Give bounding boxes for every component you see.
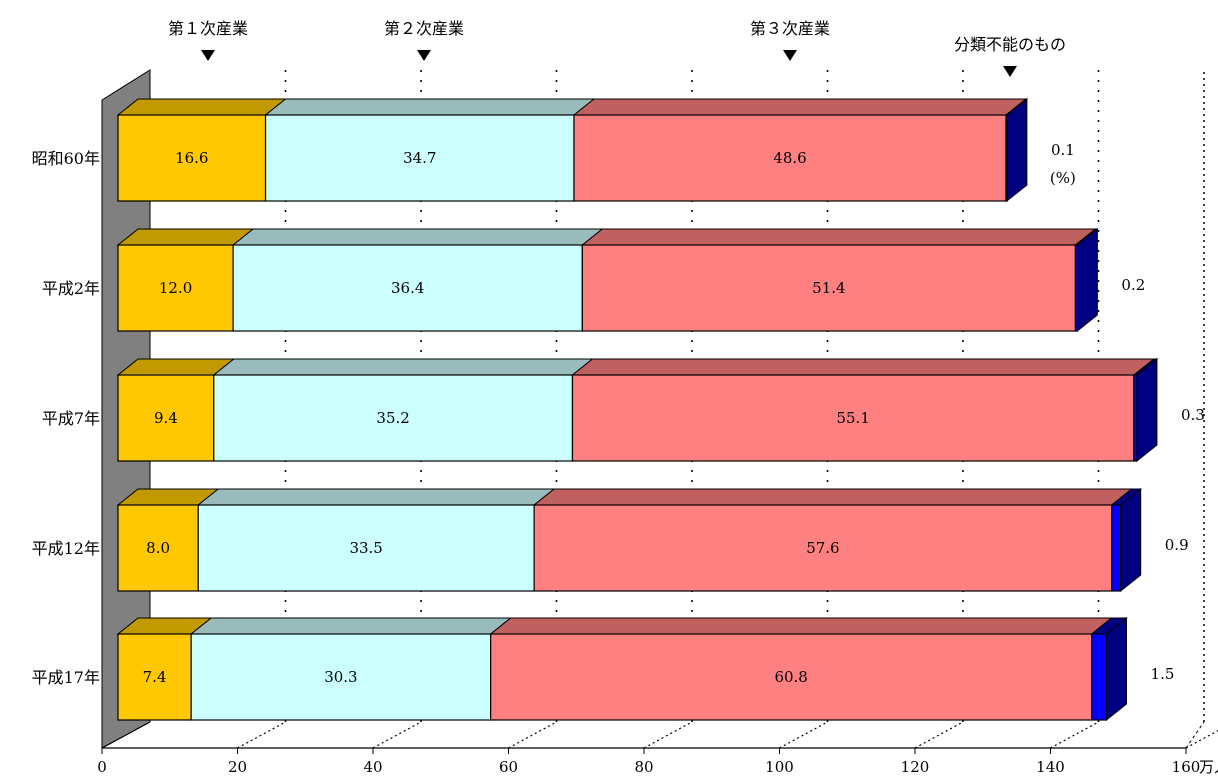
bar-segment xyxy=(117,633,192,721)
data-label: 35.2 xyxy=(376,409,409,427)
floor-gridline xyxy=(1185,729,1218,749)
bar-segment xyxy=(213,374,574,462)
y-tick-label: 平成17年 xyxy=(32,668,100,687)
data-label: 57.6 xyxy=(806,539,839,557)
bar-segment xyxy=(117,244,234,332)
bar-segment xyxy=(533,504,1113,592)
bar-top xyxy=(489,617,1114,635)
bar-segment xyxy=(264,114,575,202)
legend-arrow-icon xyxy=(1003,66,1017,77)
legend-label: 第２次産業 xyxy=(384,19,464,38)
data-label: 34.7 xyxy=(403,149,436,167)
floor-right-edge xyxy=(1185,721,1205,749)
data-label: 9.4 xyxy=(154,409,178,427)
data-label: 30.3 xyxy=(324,668,357,686)
data-label: 8.0 xyxy=(146,539,170,557)
data-label-unclassified: 0.9 xyxy=(1165,536,1189,554)
bar-segment xyxy=(571,374,1135,462)
floor-gridline xyxy=(237,721,286,749)
data-label-unclassified: 0.2 xyxy=(1121,276,1145,294)
x-tick-label: 20 xyxy=(228,758,247,776)
bar-top xyxy=(116,98,287,116)
x-tick-label: 100 xyxy=(765,758,794,776)
bar-segment xyxy=(117,374,215,462)
data-label: 36.4 xyxy=(391,279,424,297)
bar-segment xyxy=(190,633,492,721)
floor-left-edge xyxy=(101,721,151,749)
floor-gridline xyxy=(1050,721,1099,749)
bar-segment xyxy=(1091,633,1108,721)
bar-top xyxy=(264,98,596,116)
bar-top xyxy=(196,488,556,506)
bar-top xyxy=(189,617,513,635)
y-tick-label: 平成7年 xyxy=(42,409,100,428)
data-label: 48.6 xyxy=(773,149,806,167)
x-tick-label: 120 xyxy=(901,758,930,776)
data-label: 16.6 xyxy=(175,149,208,167)
data-label: 55.1 xyxy=(836,409,869,427)
legend-arrow-icon xyxy=(201,50,215,61)
bar-top xyxy=(572,98,1028,116)
bar-side xyxy=(1105,616,1127,722)
floor-gridline xyxy=(914,721,964,749)
data-label: 60.8 xyxy=(774,668,807,686)
bar-top xyxy=(231,228,604,246)
bar-side xyxy=(1120,487,1142,593)
data-label: 51.4 xyxy=(812,279,845,297)
y-tick-label: 昭和60年 xyxy=(32,149,100,168)
y-tick-label: 平成12年 xyxy=(32,539,100,558)
x-tick-label: 40 xyxy=(363,758,382,776)
x-tick-label: 60 xyxy=(499,758,518,776)
x-axis-unit: 万人 xyxy=(1199,758,1218,776)
data-label: 33.5 xyxy=(349,539,382,557)
bar-side xyxy=(1006,97,1028,203)
floor-gridline xyxy=(643,721,693,749)
floor-gridline xyxy=(779,721,828,749)
bar-side xyxy=(1136,357,1158,463)
bar-side xyxy=(1076,227,1098,333)
bar-segment xyxy=(117,504,199,592)
bar-segment xyxy=(1111,504,1122,592)
bar-segment xyxy=(581,244,1077,332)
data-label-unclassified: 1.5 xyxy=(1151,665,1175,683)
x-tick-label: 0 xyxy=(97,758,107,776)
data-label: 7.4 xyxy=(143,668,167,686)
bar-top xyxy=(212,358,594,376)
legend-label: 第１次産業 xyxy=(168,19,248,38)
bar-segment xyxy=(197,504,535,592)
bar-top xyxy=(532,488,1134,506)
floor-gridline xyxy=(372,721,422,749)
floor-gridline xyxy=(508,721,557,749)
legend-label: 分類不能のもの xyxy=(954,35,1066,54)
y-tick-label: 平成2年 xyxy=(42,279,100,298)
x-tick-label: 80 xyxy=(634,758,653,776)
bar-top xyxy=(580,228,1097,246)
legend-arrow-icon xyxy=(783,50,797,61)
bar-segment xyxy=(490,633,1093,721)
percent-unit-label: (%) xyxy=(1050,169,1076,187)
data-label: 12.0 xyxy=(159,279,192,297)
bar-segment xyxy=(573,114,1007,202)
bar-top xyxy=(116,228,255,246)
x-tick-label: 160 xyxy=(1172,758,1201,776)
legend-arrow-icon xyxy=(417,50,431,61)
legend-label: 第３次産業 xyxy=(750,19,830,38)
bar-segment xyxy=(117,114,267,202)
data-label-unclassified: 0.1 xyxy=(1051,141,1075,159)
bar-top xyxy=(571,358,1156,376)
x-tick-label: 140 xyxy=(1036,758,1065,776)
data-label-unclassified: 0.3 xyxy=(1181,406,1205,424)
